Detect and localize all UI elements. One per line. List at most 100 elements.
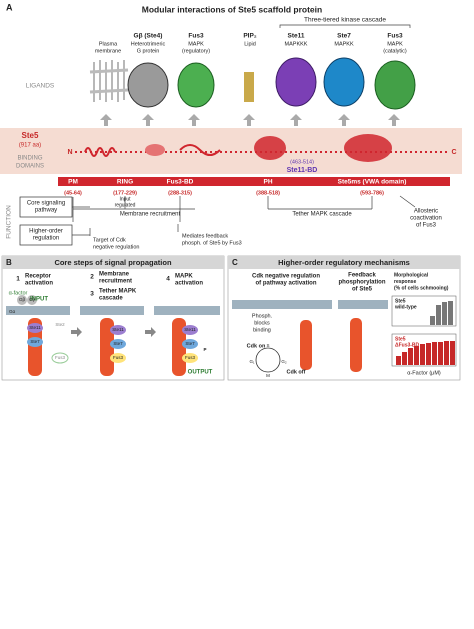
annotation: Input: [119, 196, 131, 202]
ligand-label: α-factor: [9, 290, 28, 296]
step-label: Membrane: [99, 272, 130, 278]
protein-label: Fus3: [55, 355, 66, 360]
annotation: phosph. of Ste5 by Fus3: [182, 240, 242, 246]
domain-name: RING: [117, 179, 133, 186]
section-heading: BINDING: [17, 156, 42, 162]
output-label: OUTPUT: [188, 370, 213, 376]
membrane-icon: [89, 60, 129, 102]
ste7-structure: [323, 57, 365, 107]
function-box: regulation: [33, 236, 59, 242]
panel-c-cells: [232, 295, 457, 373]
annotation: Membrane recruitment: [120, 212, 181, 218]
ligand-name: Ste11: [288, 33, 305, 40]
step-label: MAPK: [175, 274, 193, 280]
ligand-name: PIP₂: [243, 33, 256, 40]
protein-label: Gα: [9, 309, 16, 314]
annotation: Cdk on: [247, 343, 266, 349]
ligand-description: (regulatory): [182, 48, 210, 54]
chart-heading: Morphological: [394, 272, 429, 278]
panel-title: Core steps of signal propagation: [54, 258, 172, 267]
panel-b-cells: [6, 295, 220, 376]
annotation: Mediates feedback: [182, 233, 228, 239]
ligand-name: Fus3: [188, 33, 204, 40]
mechanism-heading: of Ste5: [352, 287, 373, 293]
domain-name: PH: [263, 179, 272, 186]
input-label: INPUT: [30, 297, 48, 303]
ligand-description: MAPK: [188, 41, 204, 47]
step-label: activation: [175, 281, 203, 287]
protein-label: Ste11: [29, 325, 41, 330]
domain-name: PM: [68, 179, 78, 186]
fus3-structure: [374, 60, 416, 110]
panel-letter: A: [6, 2, 13, 12]
function-box: Core signaling: [27, 201, 65, 207]
annotation: blocks: [254, 320, 270, 326]
domain-range: (288-315): [168, 190, 192, 196]
annotation: Cdk off: [287, 369, 306, 375]
panel-b-header: [2, 256, 224, 269]
function-brackets: [19, 195, 416, 246]
ligand-arrows: [100, 114, 400, 126]
cascade-label: Three-tiered kinase cascade: [304, 17, 386, 24]
annotation: regulated: [115, 202, 136, 208]
ligand-name: Gβ (Ste4): [134, 33, 163, 40]
section-heading: LIGANDS: [26, 83, 55, 90]
ligand-description: membrane: [95, 48, 121, 54]
protein-label: Ste11: [112, 327, 124, 332]
mechanism-heading: Cdk negative regulation: [252, 274, 320, 280]
pip2-structure: [244, 72, 254, 102]
step-number: 1: [16, 276, 20, 283]
annotation: binding: [253, 327, 271, 333]
ligand-description: (catalytic): [383, 48, 407, 54]
step-number: 4: [166, 276, 170, 283]
domain-name: Fus3-BD: [167, 179, 194, 186]
section-heading: DOMAINS: [16, 164, 44, 170]
protein-label: Ste2: [55, 322, 65, 327]
ste5-structure: [75, 134, 448, 162]
ligand-name: Fus3: [387, 33, 403, 40]
ligand-description: MAPKKK: [285, 41, 308, 47]
protein-label: Fus3: [185, 355, 196, 360]
step-label: Tether MAPK: [99, 289, 137, 295]
protein-label: Gγ: [29, 297, 36, 302]
chart-heading: (% of cells schmooing): [394, 285, 449, 291]
cycle-label: S: [266, 343, 269, 348]
annotation: Phosph.: [252, 313, 273, 319]
mechanism-heading: Feedback: [348, 273, 376, 279]
cycle-label: G₁: [249, 359, 255, 364]
cascade-bracket: [279, 24, 411, 28]
panel-letter: C: [232, 258, 238, 267]
chart-series: wild-type: [394, 304, 417, 310]
protein-label: Ste7: [185, 341, 195, 346]
annotation: Target of Cdk: [93, 237, 126, 243]
domain-range: (593-786): [360, 190, 384, 196]
protein-length: (917 aa): [19, 143, 41, 149]
ligand-description: Heterotrimeric: [131, 41, 166, 47]
panel-letter: B: [6, 258, 12, 267]
domain-name: Ste11-BD: [287, 167, 318, 174]
annotation: of Fus3: [416, 223, 437, 229]
x-axis-label: α-Factor (μM): [407, 370, 441, 376]
fus3-structure: [177, 62, 215, 108]
terminus: C: [451, 149, 456, 156]
domain-name: Ste5ms (VWA domain): [338, 179, 407, 186]
protein-name: Ste5: [22, 131, 39, 140]
panel-title: Higher-order regulatory mechanisms: [278, 258, 410, 267]
protein-label: Fus3: [113, 355, 124, 360]
protein-label: Gβ: [19, 297, 26, 302]
ligand-name: Ste7: [337, 33, 351, 40]
ligand-structures: [89, 57, 416, 110]
step-label: Receptor: [25, 274, 52, 280]
ligand-description: G protein: [137, 48, 160, 54]
terminus: N: [67, 149, 72, 156]
panel-title: Modular interactions of Ste5 scaffold pr…: [142, 4, 322, 14]
chart-series: Ste5: [395, 298, 406, 304]
chart-series: Ste5: [395, 336, 406, 342]
step-label: cascade: [99, 296, 123, 302]
function-box: pathway: [35, 208, 57, 214]
phospho-label: P: [203, 347, 206, 352]
step-number: 3: [90, 291, 94, 298]
ste11-structure: [275, 57, 317, 107]
annotation: Tether MAPK cascade: [292, 212, 352, 218]
